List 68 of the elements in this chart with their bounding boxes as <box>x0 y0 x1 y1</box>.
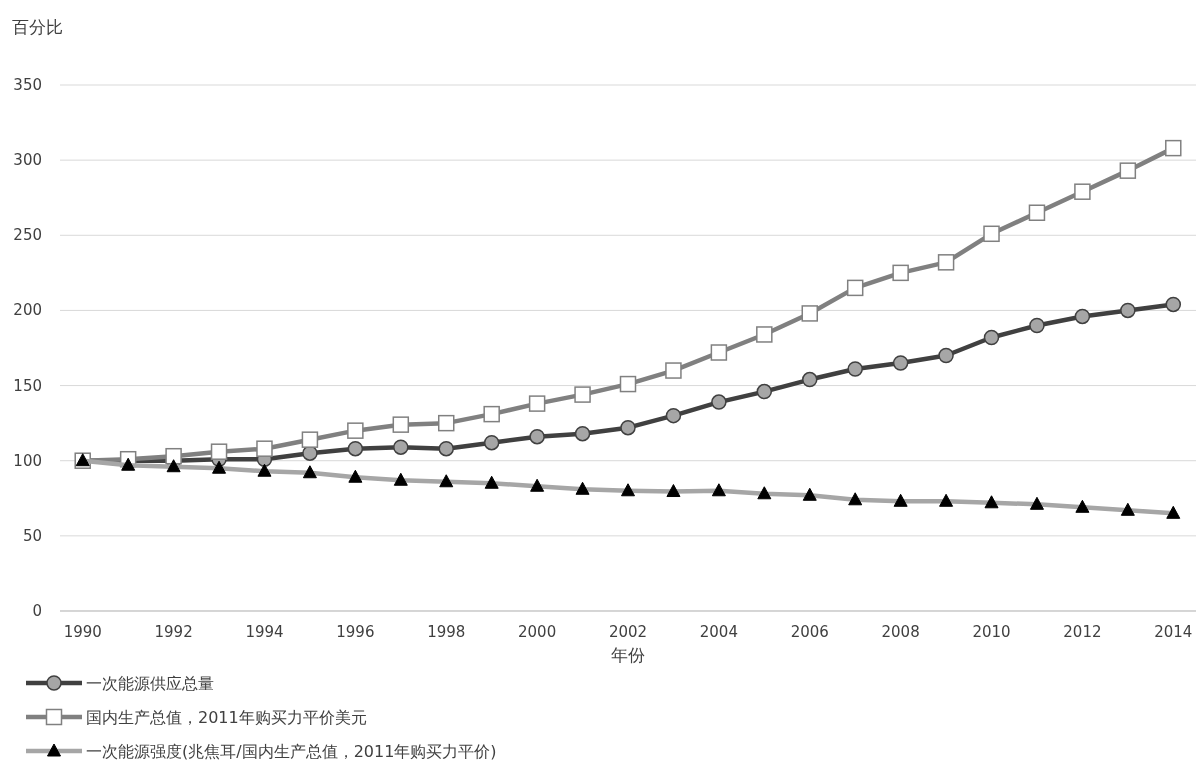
y-tick-label: 300 <box>13 151 42 170</box>
point <box>892 355 909 371</box>
x-tick-label: 2002 <box>608 623 648 641</box>
point <box>937 254 955 271</box>
y-tick-label: 50 <box>22 526 42 545</box>
point <box>1074 308 1091 325</box>
point <box>438 440 454 457</box>
point <box>756 326 773 343</box>
point <box>347 422 364 439</box>
point <box>1165 296 1182 313</box>
x-tick-label: 1998 <box>427 623 466 641</box>
point <box>437 414 455 432</box>
point <box>347 440 364 457</box>
point <box>620 419 636 436</box>
x-tick-label: 2004 <box>699 623 738 641</box>
point <box>393 439 409 455</box>
x-tick-label: 2010 <box>972 623 1011 641</box>
point <box>938 347 954 364</box>
legend-label: 国内生产总值，2011年购买力平价美元 <box>86 708 367 727</box>
legend-label: 一次能源供应总量 <box>86 674 214 693</box>
point <box>665 362 682 379</box>
x-tick-label: 1996 <box>336 623 375 641</box>
point <box>1119 162 1137 179</box>
x-tick-label: 1992 <box>154 623 193 641</box>
point <box>528 395 546 412</box>
x-tick-label: 2008 <box>881 623 920 641</box>
point <box>619 375 637 393</box>
point <box>802 371 818 388</box>
y-axis-title: 百分比 <box>12 17 63 37</box>
point <box>711 394 727 410</box>
point <box>574 386 591 403</box>
x-tick-label: 2014 <box>1154 623 1193 641</box>
point <box>301 431 319 448</box>
point <box>1029 317 1045 334</box>
point <box>483 405 500 423</box>
x-axis-title: 年份 <box>611 645 645 665</box>
y-tick-label: 100 <box>13 451 42 470</box>
point <box>256 440 273 457</box>
y-tick-label: 200 <box>13 301 42 320</box>
point <box>847 361 863 377</box>
point <box>210 443 228 460</box>
point <box>846 279 864 297</box>
y-tick-label: 250 <box>13 226 42 245</box>
point <box>1165 139 1182 157</box>
legend-label: 一次能源强度(兆焦耳/国内生产总值，2011年购买力平价) <box>86 742 497 761</box>
point <box>665 407 682 424</box>
point <box>483 434 500 451</box>
x-tick-label: 1994 <box>245 623 284 641</box>
point <box>392 416 410 433</box>
point <box>756 383 773 400</box>
y-tick-label: 150 <box>13 376 42 395</box>
x-tick-label: 2006 <box>790 623 829 641</box>
y-tick-label: 350 <box>13 76 42 94</box>
point <box>529 428 545 445</box>
point <box>983 225 1000 243</box>
point <box>574 425 591 442</box>
point <box>165 447 182 465</box>
point <box>983 329 1000 346</box>
point <box>710 344 728 361</box>
y-tick-label: 0 <box>32 602 42 620</box>
point <box>892 264 909 282</box>
x-tick-label: 1990 <box>63 623 102 641</box>
x-tick-label: 2012 <box>1063 623 1102 641</box>
x-tick-label: 2000 <box>518 623 557 641</box>
point <box>1074 183 1091 200</box>
point <box>801 305 819 322</box>
point <box>1028 204 1046 221</box>
point <box>1120 302 1136 319</box>
